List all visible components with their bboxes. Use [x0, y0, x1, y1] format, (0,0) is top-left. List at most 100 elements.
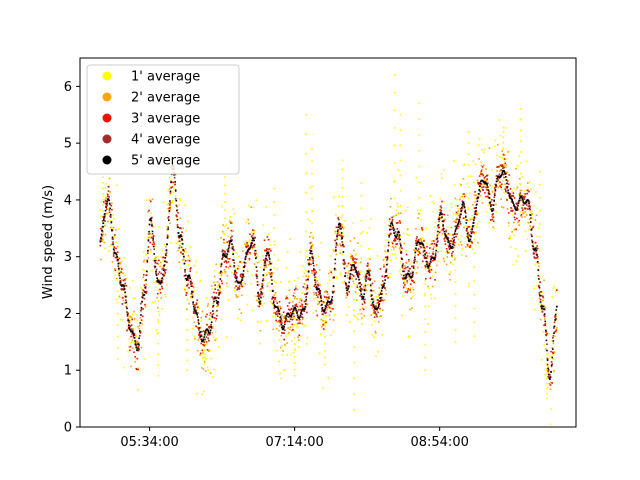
- data-point: [456, 218, 458, 221]
- data-point: [226, 253, 229, 255]
- data-point: [131, 333, 134, 335]
- data-point: [273, 293, 276, 296]
- data-point: [163, 264, 166, 266]
- data-point: [223, 261, 226, 263]
- data-point: [422, 254, 425, 257]
- data-point: [250, 283, 252, 286]
- data-point: [154, 262, 157, 264]
- data-point: [417, 239, 420, 242]
- y-tick-label: 6: [64, 80, 72, 95]
- data-point: [489, 184, 491, 187]
- data-point: [535, 191, 537, 193]
- data-point: [210, 321, 213, 324]
- data-point: [520, 129, 522, 132]
- data-point: [227, 227, 229, 230]
- data-point: [364, 278, 367, 280]
- data-point: [411, 279, 413, 282]
- data-point: [184, 274, 187, 277]
- data-point: [524, 189, 526, 192]
- data-point: [140, 309, 142, 312]
- data-point: [377, 311, 379, 314]
- data-point: [273, 240, 276, 243]
- data-point: [191, 293, 194, 296]
- data-point: [343, 259, 345, 261]
- data-point: [236, 276, 239, 278]
- data-point: [360, 219, 363, 222]
- data-point: [225, 224, 227, 226]
- data-point: [430, 297, 433, 300]
- data-point: [286, 342, 288, 344]
- data-point: [148, 199, 151, 201]
- data-point: [152, 281, 155, 283]
- data-point: [380, 296, 383, 299]
- data-point: [326, 308, 328, 311]
- data-point: [446, 251, 449, 254]
- data-point: [382, 259, 385, 261]
- data-point: [345, 284, 348, 287]
- data-point: [160, 297, 163, 299]
- data-point: [161, 281, 164, 284]
- data-point: [544, 373, 547, 376]
- data-point: [285, 315, 288, 317]
- data-point: [430, 258, 432, 261]
- data-point: [476, 213, 478, 216]
- data-point: [507, 224, 510, 227]
- data-point: [538, 170, 541, 173]
- data-point: [211, 315, 214, 318]
- data-point: [187, 283, 189, 286]
- data-point: [231, 246, 234, 249]
- data-point: [131, 329, 134, 332]
- data-point: [382, 302, 385, 304]
- data-point: [219, 278, 222, 280]
- data-point: [270, 272, 273, 274]
- data-point: [304, 324, 307, 327]
- data-point: [304, 306, 306, 308]
- data-point: [267, 264, 270, 266]
- data-point: [450, 203, 453, 205]
- data-point: [131, 331, 134, 334]
- data-point: [445, 235, 447, 238]
- legend-marker: [102, 71, 112, 81]
- data-point: [221, 271, 223, 274]
- data-point: [148, 248, 150, 251]
- data-point: [493, 199, 496, 202]
- data-point: [518, 177, 521, 180]
- data-point: [428, 269, 431, 272]
- data-point: [239, 319, 242, 322]
- data-point: [150, 236, 153, 239]
- data-point: [551, 347, 554, 349]
- data-point: [172, 201, 174, 204]
- data-point: [318, 293, 320, 296]
- data-point: [187, 259, 189, 262]
- data-point: [354, 315, 356, 317]
- data-point: [362, 308, 365, 311]
- data-point: [525, 214, 528, 216]
- data-point: [447, 232, 450, 235]
- data-point: [300, 311, 302, 314]
- data-point: [222, 255, 225, 257]
- data-point: [296, 288, 299, 291]
- data-point: [198, 337, 201, 339]
- data-point: [292, 351, 295, 354]
- data-point: [423, 247, 425, 250]
- data-point: [306, 343, 308, 345]
- data-point: [467, 153, 470, 155]
- data-point: [382, 299, 384, 302]
- data-point: [556, 289, 558, 292]
- data-point: [214, 297, 217, 300]
- data-point: [361, 298, 363, 301]
- data-point: [342, 245, 345, 248]
- data-point: [492, 216, 494, 219]
- data-point: [257, 295, 260, 298]
- data-point: [178, 237, 180, 239]
- data-point: [293, 279, 296, 282]
- data-point: [380, 284, 383, 286]
- data-point: [466, 230, 468, 232]
- data-point: [325, 290, 327, 292]
- data-point: [132, 297, 135, 299]
- data-point: [193, 306, 196, 309]
- data-point: [466, 182, 469, 185]
- data-point: [247, 241, 250, 244]
- data-point: [488, 192, 490, 195]
- data-point: [117, 262, 120, 265]
